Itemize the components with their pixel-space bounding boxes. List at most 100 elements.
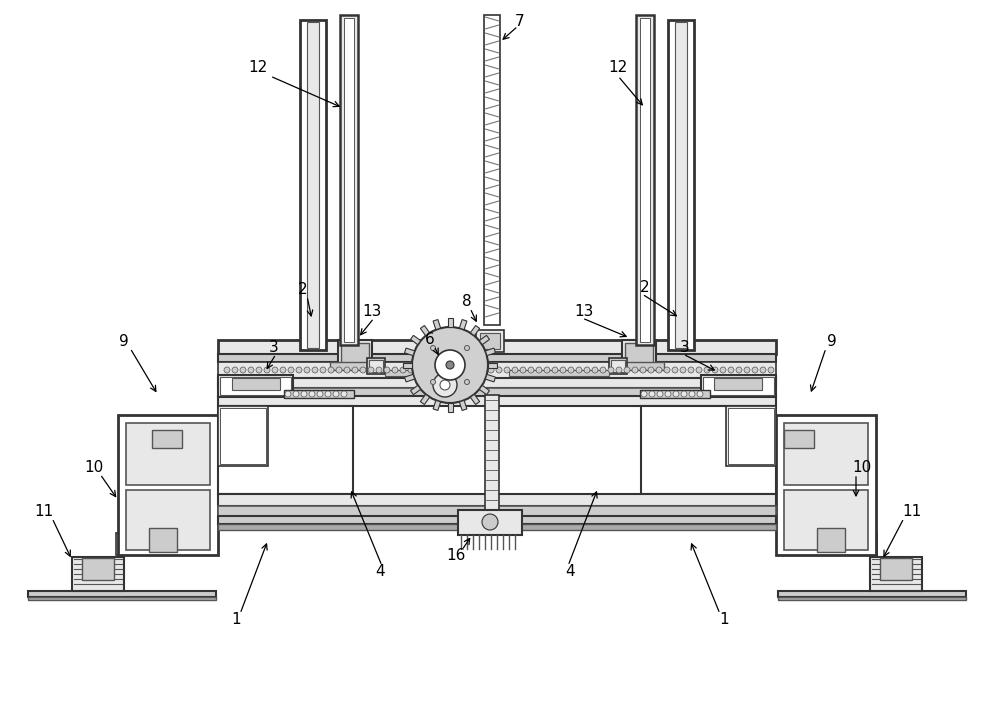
Bar	[776, 415, 876, 555]
Circle shape	[368, 367, 374, 373]
Bar	[300, 20, 326, 350]
Bar	[344, 18, 354, 342]
Circle shape	[325, 391, 331, 397]
Circle shape	[448, 367, 454, 373]
Circle shape	[328, 367, 334, 373]
Bar	[641, 406, 776, 494]
Polygon shape	[470, 326, 480, 336]
Bar	[622, 340, 656, 368]
Polygon shape	[420, 326, 430, 336]
Circle shape	[648, 367, 654, 373]
Circle shape	[736, 367, 742, 373]
Bar	[307, 22, 319, 348]
Circle shape	[400, 367, 406, 373]
Text: 1: 1	[231, 613, 241, 627]
Polygon shape	[459, 319, 467, 330]
Bar	[385, 370, 485, 376]
Bar	[126, 423, 210, 485]
Circle shape	[681, 391, 687, 397]
Circle shape	[512, 367, 518, 373]
Circle shape	[640, 367, 646, 373]
Bar	[119, 536, 133, 548]
Bar	[218, 524, 776, 530]
Bar	[614, 362, 664, 370]
Bar	[880, 558, 912, 580]
Circle shape	[600, 367, 606, 373]
Circle shape	[333, 391, 339, 397]
Bar	[726, 406, 776, 466]
Text: 12: 12	[248, 61, 268, 75]
Bar	[714, 378, 762, 390]
Text: 3: 3	[269, 341, 279, 355]
Circle shape	[480, 367, 486, 373]
Bar	[126, 490, 210, 550]
Circle shape	[440, 367, 446, 373]
Bar	[784, 423, 868, 485]
Bar	[28, 591, 216, 597]
Bar	[284, 390, 354, 398]
Circle shape	[496, 367, 502, 373]
Text: 9: 9	[119, 334, 129, 350]
Bar	[476, 330, 504, 352]
Circle shape	[760, 367, 766, 373]
Bar	[218, 494, 776, 506]
Bar	[218, 516, 776, 524]
Bar	[220, 408, 266, 464]
Circle shape	[665, 391, 671, 397]
Circle shape	[624, 367, 630, 373]
Circle shape	[384, 367, 390, 373]
Bar	[509, 370, 609, 376]
Bar	[458, 510, 522, 535]
Bar	[609, 358, 627, 374]
Circle shape	[689, 391, 695, 397]
Bar	[218, 340, 776, 354]
Bar	[340, 15, 358, 345]
Bar	[218, 396, 776, 406]
Circle shape	[584, 367, 590, 373]
Circle shape	[256, 367, 262, 373]
Circle shape	[649, 391, 655, 397]
Circle shape	[285, 391, 291, 397]
Bar	[28, 597, 216, 600]
Circle shape	[536, 367, 542, 373]
Circle shape	[632, 367, 638, 373]
Text: 11: 11	[34, 505, 54, 520]
Bar	[817, 528, 845, 552]
Text: 2: 2	[640, 281, 650, 295]
Circle shape	[264, 367, 270, 373]
Circle shape	[576, 367, 582, 373]
Text: 1: 1	[719, 613, 729, 627]
Circle shape	[224, 367, 230, 373]
Text: 12: 12	[608, 61, 628, 75]
Bar	[480, 333, 500, 349]
Bar	[82, 558, 114, 580]
Polygon shape	[485, 348, 495, 355]
Bar	[218, 406, 353, 494]
Bar	[341, 343, 369, 365]
Bar	[118, 415, 218, 555]
Bar	[675, 22, 687, 348]
Bar	[232, 378, 280, 390]
Circle shape	[520, 367, 526, 373]
Circle shape	[446, 361, 454, 369]
Bar	[762, 452, 774, 482]
Circle shape	[360, 367, 366, 373]
Circle shape	[392, 367, 398, 373]
Polygon shape	[411, 336, 421, 345]
Circle shape	[301, 391, 307, 397]
Polygon shape	[405, 348, 415, 355]
Bar	[369, 360, 383, 372]
Polygon shape	[470, 394, 480, 405]
Circle shape	[352, 367, 358, 373]
Circle shape	[608, 367, 614, 373]
Bar	[218, 378, 776, 388]
Circle shape	[464, 367, 470, 373]
Bar	[220, 377, 291, 395]
Circle shape	[248, 367, 254, 373]
Circle shape	[416, 367, 422, 373]
Circle shape	[488, 367, 494, 373]
Circle shape	[657, 391, 663, 397]
Circle shape	[320, 367, 326, 373]
Bar	[640, 18, 650, 342]
Circle shape	[272, 367, 278, 373]
